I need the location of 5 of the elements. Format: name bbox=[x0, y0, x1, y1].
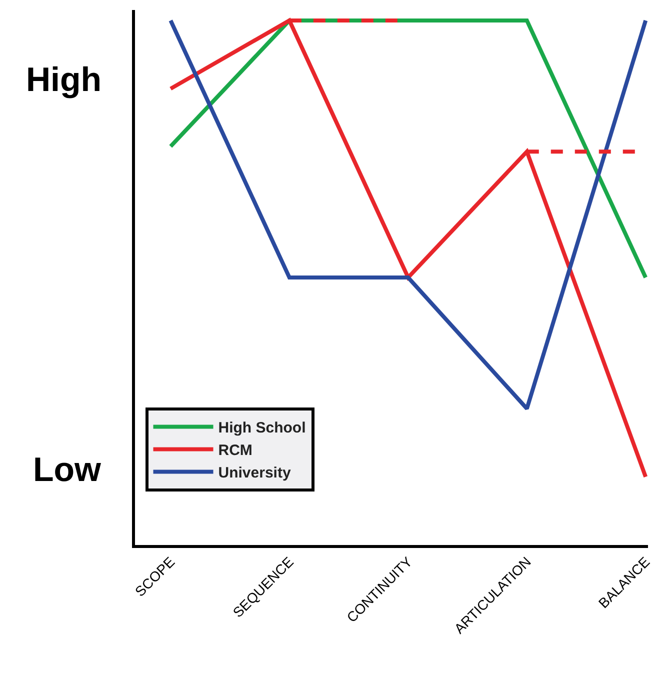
legend-label: High School bbox=[218, 420, 306, 437]
text: Low bbox=[33, 451, 102, 489]
text: High bbox=[26, 61, 102, 99]
legend-label: University bbox=[218, 464, 292, 482]
legend-label: RCM bbox=[218, 442, 252, 460]
